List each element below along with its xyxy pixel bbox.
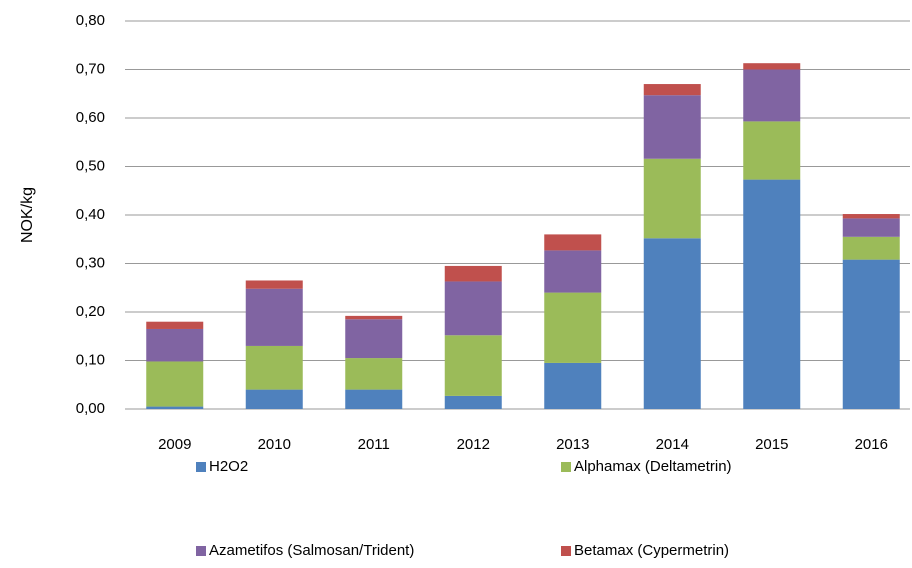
bar-segment — [643, 95, 701, 159]
legend-swatch — [561, 462, 571, 472]
bar-segment — [643, 84, 701, 96]
bar-segment — [743, 69, 801, 122]
bar-segment — [444, 281, 502, 336]
bar-segment — [544, 234, 602, 251]
y-tick-label: 0,20 — [76, 303, 105, 320]
bar-segment — [146, 406, 204, 409]
bar-segment — [345, 358, 403, 390]
bar-segment — [842, 214, 900, 219]
y-tick-label: 0,70 — [76, 60, 105, 77]
x-tick-label: 2016 — [855, 436, 888, 453]
bar-segment — [842, 259, 900, 409]
x-tick-label: 2014 — [656, 436, 689, 453]
bar-segment — [245, 288, 303, 346]
bar-segment — [544, 250, 602, 293]
legend-label: Alphamax (Deltametrin) — [574, 458, 732, 475]
bar-segment — [245, 280, 303, 289]
legend-swatch — [196, 462, 206, 472]
bar-segment — [345, 389, 403, 409]
x-tick-label: 2012 — [457, 436, 490, 453]
y-tick-label: 0,40 — [76, 206, 105, 223]
bar-segment — [544, 362, 602, 409]
bar-segment — [643, 238, 701, 409]
legend-label: Betamax (Cypermetrin) — [574, 542, 729, 559]
y-tick-label: 0,50 — [76, 157, 105, 174]
bar-segment — [245, 345, 303, 390]
bar-segment — [444, 265, 502, 282]
bar-segment — [842, 236, 900, 260]
x-tick-label: 2011 — [358, 436, 390, 453]
legend-swatch — [196, 546, 206, 556]
x-tick-label: 2009 — [158, 436, 191, 453]
legend-swatch — [561, 546, 571, 556]
y-axis-label: NOK/kg — [19, 187, 36, 243]
y-tick-label: 0,30 — [76, 254, 105, 271]
y-tick-label: 0,00 — [76, 400, 105, 417]
legend-label: H2O2 — [209, 458, 248, 475]
bar-segment — [345, 319, 403, 359]
y-tick-label: 0,10 — [76, 351, 105, 368]
bar-segment — [146, 328, 204, 362]
bar-segment — [544, 292, 602, 363]
bar-segment — [643, 158, 701, 239]
bar-segment — [444, 335, 502, 396]
y-tick-label: 0,60 — [76, 109, 105, 126]
y-tick-label: 0,80 — [76, 12, 105, 29]
bar-segment — [245, 389, 303, 409]
bar-segment — [743, 63, 801, 70]
bar-segment — [743, 121, 801, 180]
bar-segment — [444, 395, 502, 409]
x-tick-label: 2013 — [556, 436, 589, 453]
bar-segment — [345, 315, 403, 320]
x-tick-label: 2015 — [755, 436, 788, 453]
bar-segment — [146, 321, 204, 329]
x-tick-label: 2010 — [258, 436, 291, 453]
bar-segment — [146, 361, 204, 407]
bar-segment — [842, 218, 900, 237]
bar-segment — [743, 179, 801, 409]
legend-label: Azametifos (Salmosan/Trident) — [209, 542, 414, 559]
